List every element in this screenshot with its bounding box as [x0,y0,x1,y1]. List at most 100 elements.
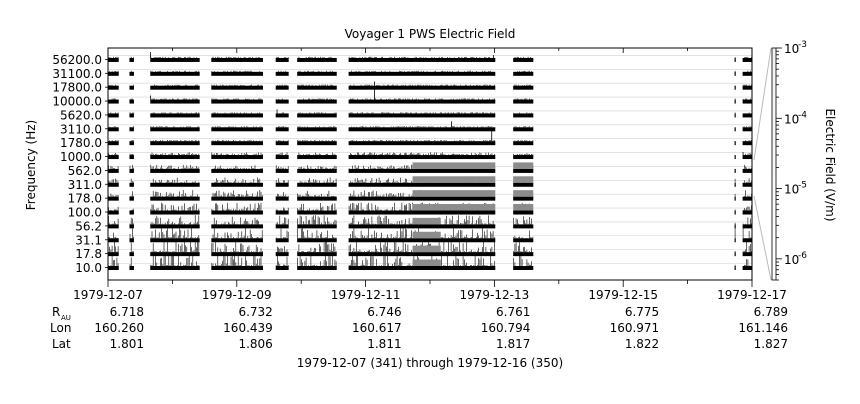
signal-spikes [744,178,752,183]
signal-spikes [151,98,198,100]
x-tick-label: 1979-12-11 [331,288,401,302]
channel-row-3110_0 [108,126,752,132]
x-tick-label: 1979-12-13 [460,288,530,302]
channel-band [108,196,119,201]
channel-band [348,85,496,90]
signal-spikes [742,126,752,128]
x-tick-label: 1979-12-17 [717,288,787,302]
y-tick-label: 1780.0 [60,136,102,150]
signal-spikes [150,215,200,225]
channel-band [275,71,289,76]
channel-row-17800_0 [108,84,752,90]
channel-band [348,196,496,201]
signal-spikes [150,70,200,72]
channel-band [297,224,337,229]
signal-spikes [108,84,116,86]
channel-band [297,182,337,187]
channel-band [275,141,289,146]
signal-spikes [275,207,289,211]
signal-spikes [108,56,119,58]
ephemeris-lon-label: Lon [50,321,71,335]
signal-spikes [152,190,198,197]
channel-band [129,57,134,62]
signal-spikes [129,98,133,100]
channel-band [150,196,200,201]
colorbar-tick-exponent: -5 [798,181,807,191]
channel-band [108,266,119,270]
signal-spikes [513,216,532,225]
channel-band [150,168,200,173]
signal-spikes [297,84,333,86]
signal-spikes [514,140,534,142]
channel-band [211,224,263,229]
channel-band [129,141,134,146]
channel-band [742,224,752,229]
signal-spikes [108,178,119,183]
colorbar-tick-label: 10 [784,42,799,56]
channel-band [108,85,119,90]
channel-band [734,155,736,160]
signal-spikes [130,140,134,142]
signal-spikes [275,56,289,58]
channel-band [275,57,289,62]
channel-band [211,196,263,201]
y-tick-label: 178.0 [68,192,102,206]
signal-spikes [108,152,118,156]
ephemeris-lon-value: 160.971 [610,321,660,335]
channel-band [513,168,534,173]
signal-spikes [297,139,336,142]
channel-band [275,224,289,229]
channel-band [150,99,200,104]
signal-spikes [129,191,134,197]
channel-band [734,252,736,257]
colorbar-connector [753,195,772,281]
signal-spikes [151,240,200,253]
y-tick-label: 10.0 [75,261,102,275]
signal-spikes [513,112,532,114]
signal-spikes [212,56,261,58]
channel-band [211,168,263,173]
gray-intensity-block [513,162,534,169]
signal-spikes [348,56,490,58]
channel-band [297,266,337,270]
gray-intensity-block [412,176,496,183]
signal-spikes [277,84,288,86]
y-tick-label: 1000.0 [60,150,102,164]
signal-spikes [275,165,289,169]
signal-spikes [299,177,337,183]
channel-band [348,224,496,229]
channel-band [211,71,263,76]
colorbar [771,47,777,281]
channel-band [129,182,134,187]
channel-band [275,182,289,187]
signal-spikes [150,227,200,239]
signal-spikes [350,139,495,142]
channel-band [150,141,200,146]
channel-band [297,141,337,146]
channel-band [348,127,496,132]
ephemeris-lat-value: 1.801 [110,337,144,351]
channel-row-10_0 [108,253,752,270]
channel-band [297,210,337,215]
channel-band [108,155,119,160]
signal-spikes [348,112,495,114]
signal-spikes [744,56,752,58]
signal-spikes [109,241,119,253]
channel-band [513,196,534,201]
signal-spikes [211,70,261,72]
channel-band [742,57,752,62]
spectrogram-data [108,51,752,270]
signal-spikes [129,126,134,128]
channel-band [129,196,134,201]
signal-spikes [742,84,752,86]
signal-spikes [275,178,289,183]
channel-band [348,113,496,118]
channel-band [742,85,752,90]
channel-band [742,238,752,243]
channel-band [348,168,496,173]
channel-band [297,155,337,160]
channel-band [150,210,200,215]
channel-band [108,224,119,229]
channel-row-10000_0 [108,98,752,104]
channel-band [275,168,289,173]
